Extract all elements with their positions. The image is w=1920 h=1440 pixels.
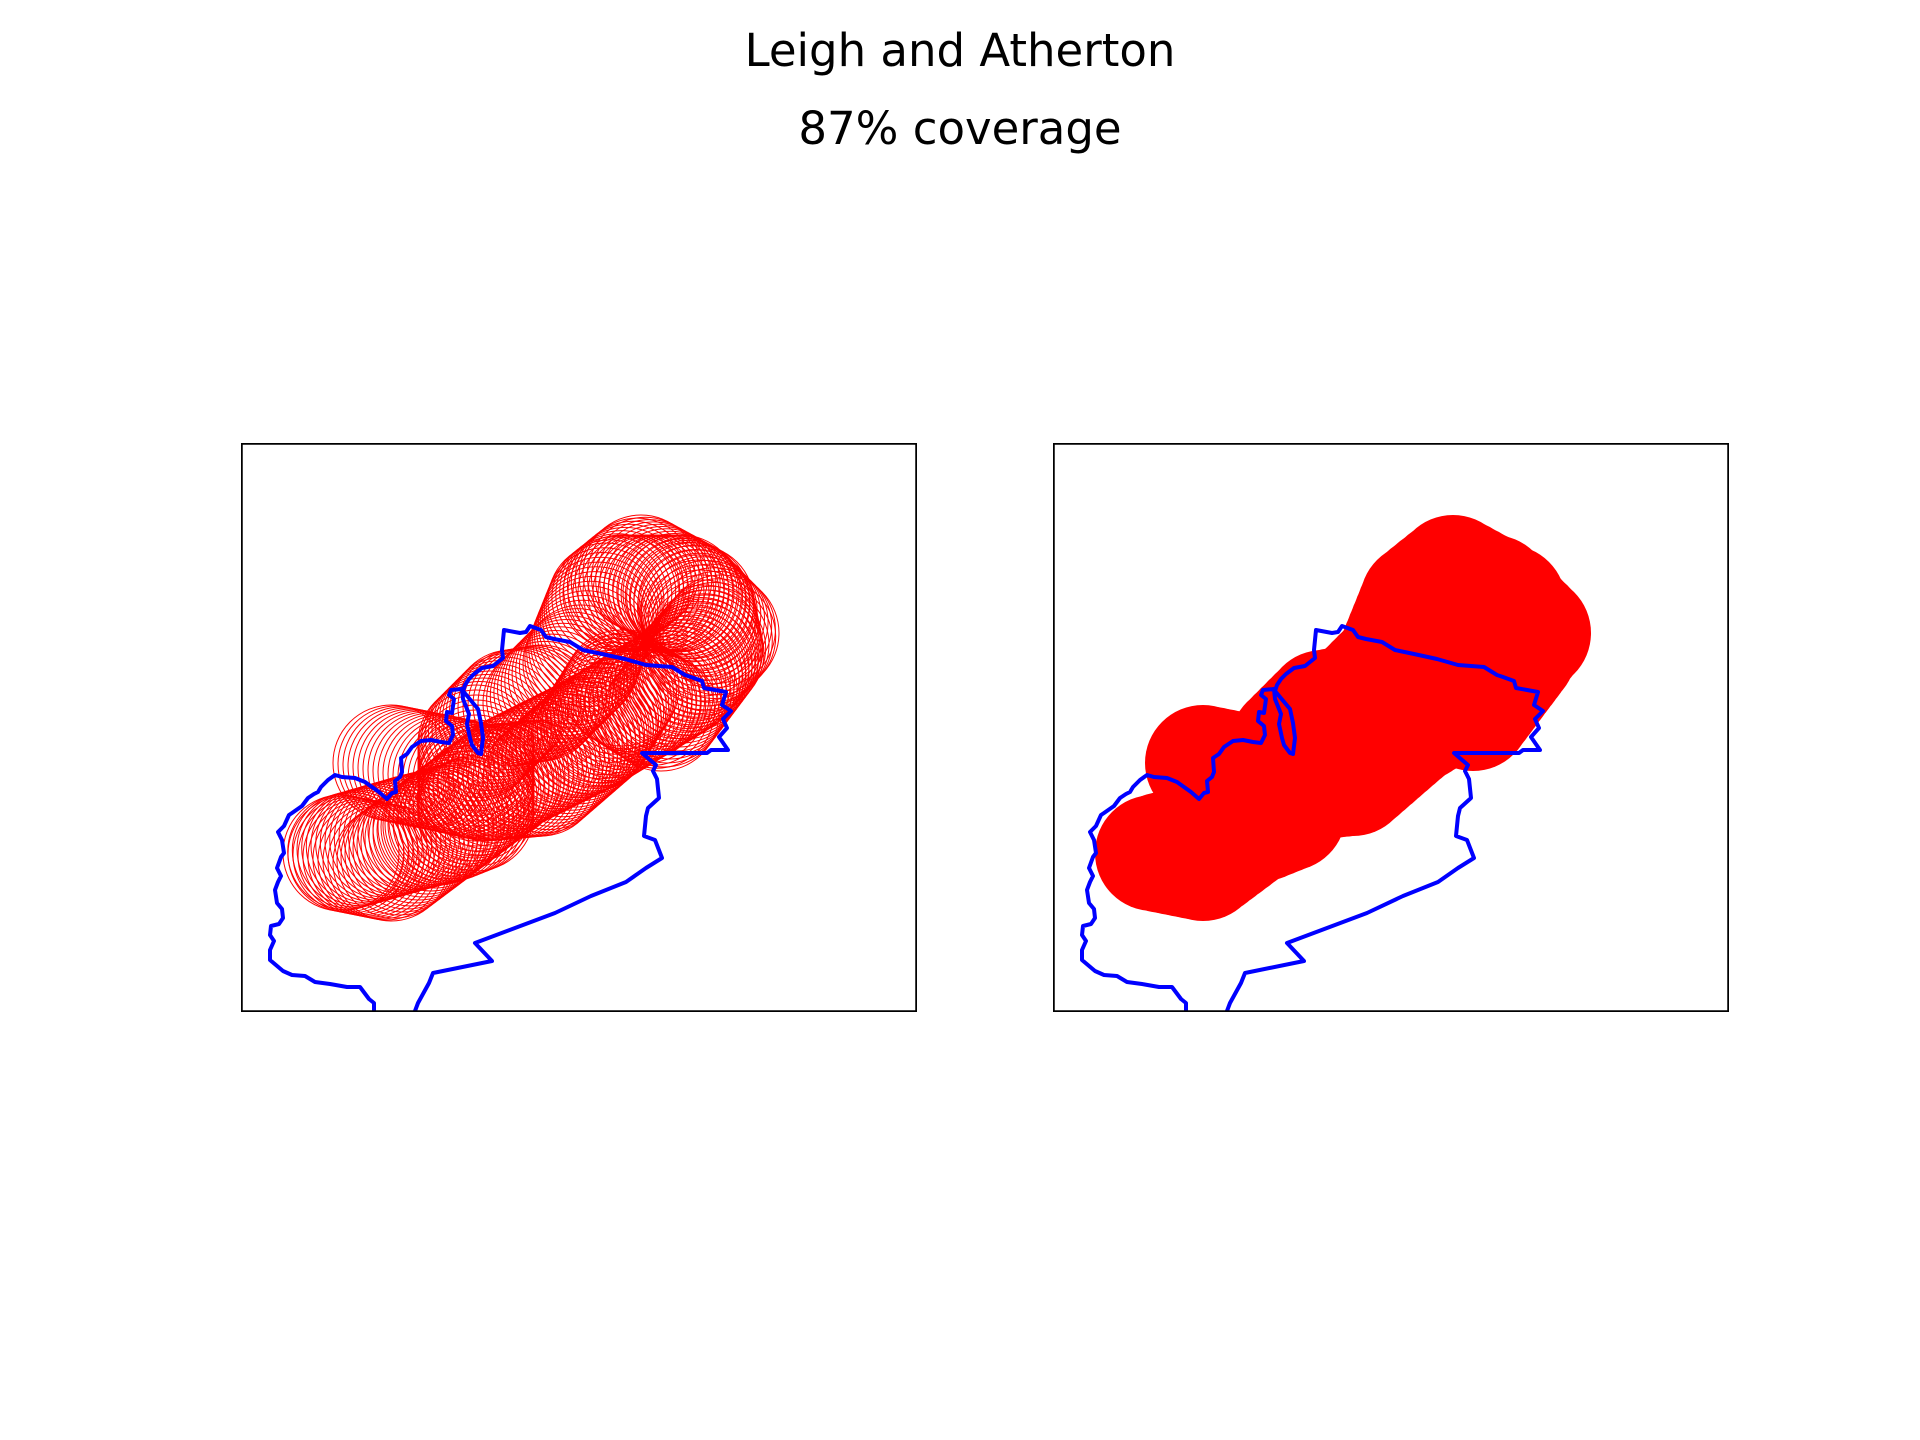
- coverage-circle: [440, 723, 558, 841]
- coverage-circle: [420, 738, 538, 856]
- coverage-circle: [512, 693, 630, 811]
- coverage-circle: [629, 612, 747, 729]
- coverage-circle: [465, 707, 583, 825]
- coverage-circle: [1375, 535, 1491, 651]
- coverage-circle: [640, 552, 758, 670]
- coverage-circle: [452, 714, 570, 832]
- coverage-circle: [633, 545, 751, 663]
- constituency-boundary: [1080, 624, 1545, 1012]
- coverage-circle: [428, 732, 546, 850]
- coverage-circle: [613, 624, 731, 742]
- coverage-circle: [651, 563, 769, 681]
- coverage-circle: [292, 796, 410, 914]
- constituency-boundary: [268, 624, 733, 1012]
- coverage-circle: [457, 648, 575, 766]
- coverage-circle: [639, 600, 757, 718]
- coverage-circle: [312, 800, 430, 918]
- coverage-circle: [305, 787, 423, 905]
- coverage-circle: [428, 674, 545, 791]
- coverage-circle: [618, 622, 736, 740]
- coverage-circle: [404, 750, 522, 868]
- coverage-circle: [456, 712, 574, 830]
- coverage-circle: [515, 611, 633, 729]
- coverage-circle: [605, 630, 723, 747]
- coverage-circle: [629, 539, 746, 657]
- coverage-circle: [287, 795, 405, 913]
- coverage-circle: [658, 570, 776, 688]
- coverage-circle: [488, 696, 606, 814]
- coverage-circles-panel: [241, 443, 917, 1012]
- coverage-circle-outlines: [282, 514, 780, 922]
- coverage-subtitle: 87% coverage: [798, 102, 1122, 155]
- coverage-circle: [382, 767, 500, 884]
- coverage-circle: [479, 701, 597, 819]
- coverage-circle: [571, 635, 689, 753]
- coverage-circle: [483, 698, 601, 816]
- coverage-circle: [474, 703, 592, 821]
- coverage-circle: [523, 678, 641, 796]
- coverage-circle: [329, 781, 447, 899]
- axes-frame: [1053, 443, 1729, 1012]
- coverage-circle: [609, 627, 727, 745]
- coverage-circle: [302, 798, 420, 916]
- coverage-circle: [562, 534, 680, 652]
- coverage-circle: [400, 753, 518, 871]
- coverage-circle: [629, 541, 747, 659]
- coverage-circle: [648, 560, 765, 677]
- coverage-circle: [655, 582, 773, 699]
- coverage-circle: [408, 747, 526, 865]
- coverage-circle: [461, 710, 579, 828]
- coverage-circle: [511, 615, 629, 733]
- coverage-circle: [632, 608, 750, 726]
- coverage-circle: [436, 726, 554, 844]
- axes-frame: [241, 443, 917, 1012]
- coverage-circle: [644, 556, 762, 674]
- figure-title: Leigh and Atherton: [744, 24, 1176, 77]
- coverage-circle: [492, 694, 610, 812]
- coverage-circle: [642, 597, 760, 714]
- coverage-union-panel: [1053, 443, 1729, 1012]
- coverage-circle: [470, 705, 588, 823]
- coverage-circle: [342, 706, 460, 824]
- coverage-circle: [626, 538, 744, 656]
- coverage-circle: [603, 526, 721, 643]
- coverage-circle: [637, 549, 754, 666]
- coverage-circle: [543, 552, 661, 669]
- coverage-filled-area: [1095, 515, 1591, 921]
- coverage-circle: [296, 790, 414, 908]
